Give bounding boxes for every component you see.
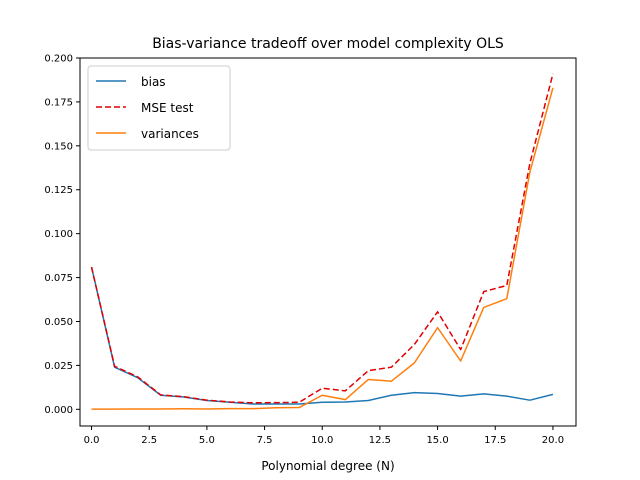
series-line-variances <box>91 87 554 410</box>
x-tick-label: 20.0 <box>542 435 564 446</box>
x-tick-label: 7.5 <box>257 435 273 446</box>
legend-box <box>87 65 231 151</box>
x-tick-label: 0.0 <box>84 435 100 446</box>
x-axis-label: Polynomial degree (N) <box>261 459 394 473</box>
y-tick-label: 0.050 <box>44 317 73 328</box>
y-tick-label: 0.125 <box>44 185 73 196</box>
x-tick-label: 17.5 <box>484 435 506 446</box>
y-tick-label: 0.100 <box>44 229 73 240</box>
y-tick-label: 0.000 <box>44 405 73 416</box>
x-axis: 0.0 2.5 5.0 7.5 10.0 12.5 15.0 17.5 20.0 <box>84 426 564 446</box>
x-tick-label: 15.0 <box>426 435 448 446</box>
legend-items: bias MSE test variances <box>96 75 199 141</box>
legend-label-bias: bias <box>141 75 166 89</box>
y-tick-label: 0.200 <box>44 54 73 65</box>
y-tick-label: 0.175 <box>44 97 73 108</box>
chart-title: Bias-variance tradeoff over model comple… <box>152 36 504 52</box>
legend: bias MSE test variances <box>87 65 231 151</box>
x-tick-label: 10.0 <box>311 435 333 446</box>
x-tick-label: 2.5 <box>141 435 157 446</box>
series-layer <box>90 73 554 410</box>
y-tick-label: 0.075 <box>44 273 73 284</box>
x-tick-label: 12.5 <box>369 435 391 446</box>
y-tick-label: 0.025 <box>44 361 73 372</box>
y-axis: 0.000 0.025 0.050 0.075 0.100 0.125 0.150 0.175… <box>44 54 80 416</box>
y-tick-label: 0.150 <box>44 141 73 152</box>
x-tick-label: 5.0 <box>199 435 215 446</box>
legend-label-mse-test: MSE test <box>141 101 194 115</box>
plot-frame <box>79 57 577 427</box>
legend-label-variances: variances <box>141 127 199 141</box>
series-line-mse-test <box>90 73 554 404</box>
